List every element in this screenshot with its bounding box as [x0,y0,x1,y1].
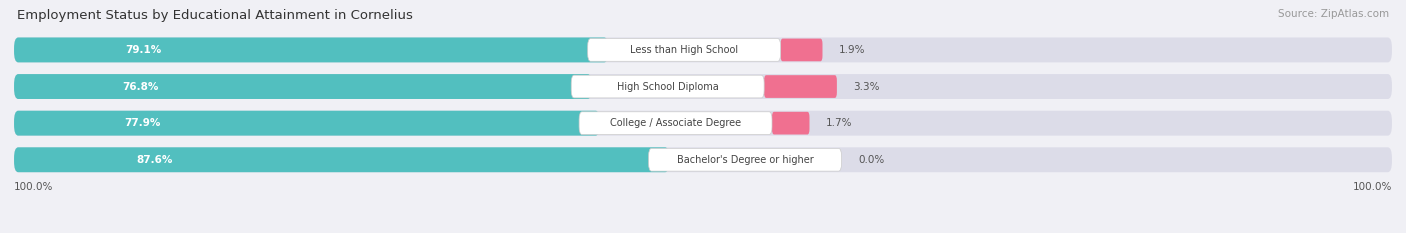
FancyBboxPatch shape [14,38,1392,62]
FancyBboxPatch shape [14,147,669,172]
Text: 1.7%: 1.7% [825,118,852,128]
Text: Source: ZipAtlas.com: Source: ZipAtlas.com [1278,9,1389,19]
Text: 77.9%: 77.9% [124,118,160,128]
FancyBboxPatch shape [14,111,1392,136]
Text: Bachelor's Degree or higher: Bachelor's Degree or higher [676,155,814,165]
FancyBboxPatch shape [14,147,1392,172]
Text: 3.3%: 3.3% [853,82,880,92]
FancyBboxPatch shape [780,39,823,61]
Text: 100.0%: 100.0% [14,182,53,192]
FancyBboxPatch shape [588,39,780,61]
FancyBboxPatch shape [14,74,592,99]
FancyBboxPatch shape [648,148,842,171]
FancyBboxPatch shape [579,112,772,134]
FancyBboxPatch shape [14,74,1392,99]
Text: 1.9%: 1.9% [839,45,866,55]
Text: 79.1%: 79.1% [125,45,162,55]
FancyBboxPatch shape [571,75,763,98]
Text: High School Diploma: High School Diploma [617,82,718,92]
Text: Employment Status by Educational Attainment in Cornelius: Employment Status by Educational Attainm… [17,9,413,22]
Text: 76.8%: 76.8% [122,82,159,92]
FancyBboxPatch shape [14,38,609,62]
FancyBboxPatch shape [772,112,810,134]
Text: College / Associate Degree: College / Associate Degree [610,118,741,128]
FancyBboxPatch shape [763,75,837,98]
Text: Less than High School: Less than High School [630,45,738,55]
Text: 100.0%: 100.0% [1353,182,1392,192]
Text: 87.6%: 87.6% [136,155,173,165]
Text: 0.0%: 0.0% [858,155,884,165]
FancyBboxPatch shape [14,111,600,136]
